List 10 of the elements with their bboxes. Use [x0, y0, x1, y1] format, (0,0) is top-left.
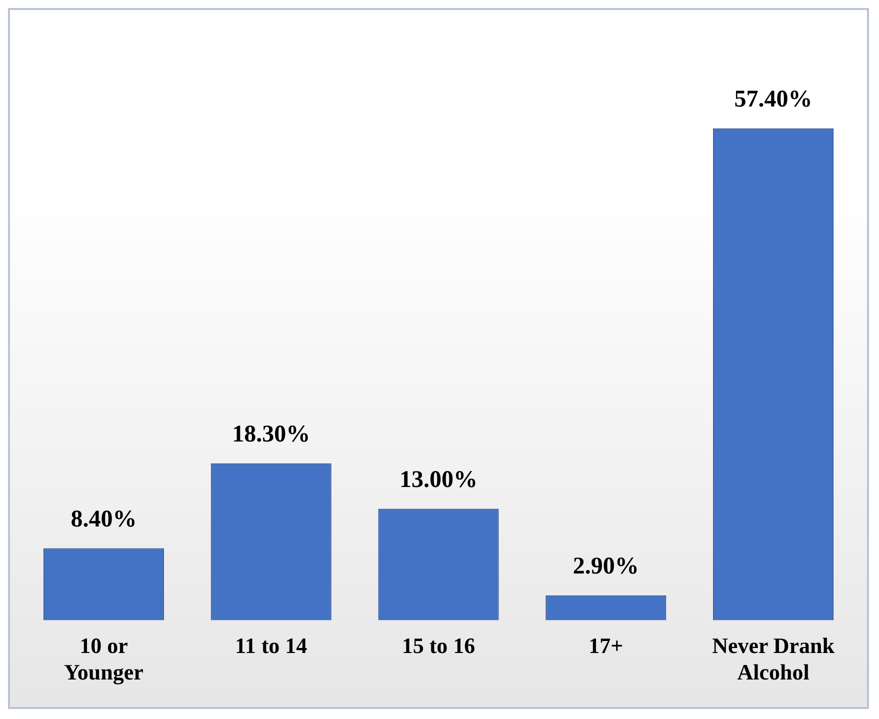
- data-label: 13.00%: [400, 467, 478, 494]
- data-label: 18.30%: [232, 422, 310, 448]
- data-label: 2.90%: [572, 554, 639, 580]
- x-tick-label: 15 to 16: [402, 633, 476, 658]
- x-tick-label: 17+: [588, 633, 624, 658]
- x-tick-label: 10 or Younger: [64, 633, 144, 684]
- data-label: 57.40%: [734, 86, 812, 113]
- x-tick-label: Never Drank Alcohol: [712, 633, 836, 684]
- data-label: 8.40%: [70, 506, 137, 532]
- x-tick-label: 11 to 14: [235, 633, 308, 658]
